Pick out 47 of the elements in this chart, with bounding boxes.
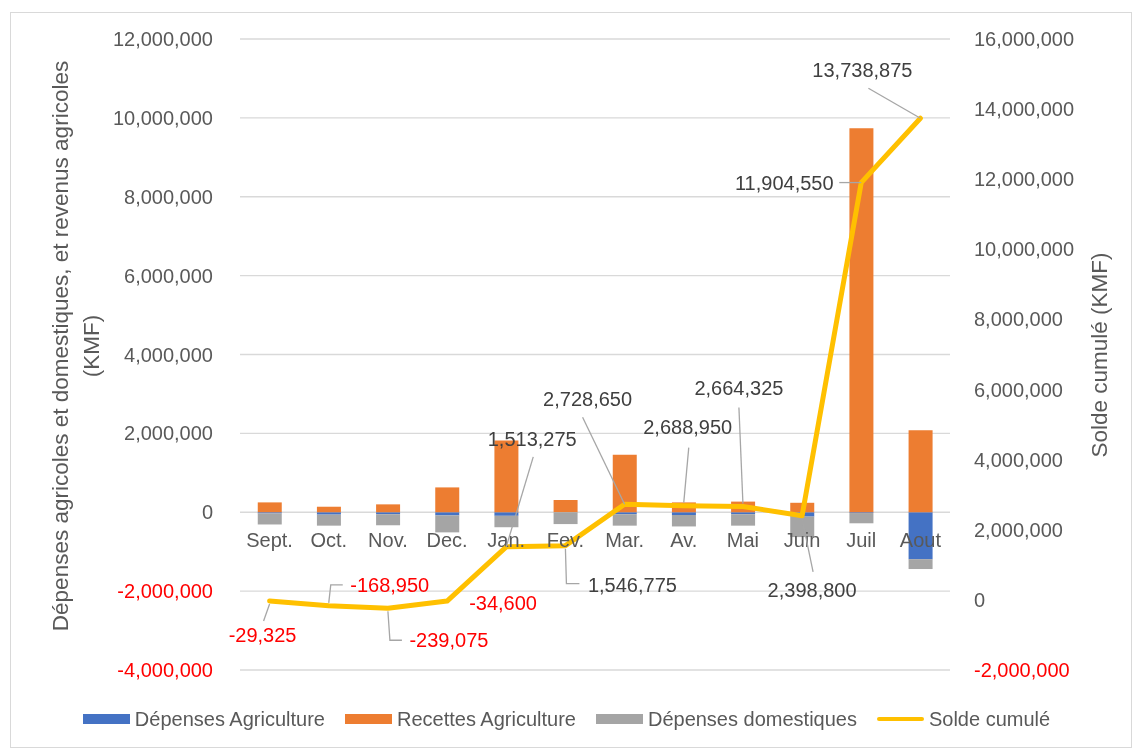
data-label: 1,513,275 <box>487 427 577 450</box>
y-tick-label: 12,000,000 <box>112 28 213 50</box>
data-label: -34,600 <box>469 592 538 615</box>
x-tick-label: Sept. <box>246 529 293 552</box>
y2-tick-label: 4,000,000 <box>974 448 1063 471</box>
y2-tick-label: 14,000,000 <box>974 98 1075 121</box>
data-label: 2,688,950 <box>643 415 733 438</box>
legend-label: Dépenses Agriculture <box>134 707 325 731</box>
y-tick-label: 0 <box>201 501 213 524</box>
data-label: 1,546,775 <box>587 573 677 596</box>
data-label: 2,664,325 <box>694 377 784 400</box>
data-label: -29,325 <box>228 623 297 646</box>
y-tick-label: 4,000,000 <box>124 343 213 366</box>
y-tick-label: 10,000,000 <box>112 106 213 129</box>
x-tick-label: Juin <box>783 529 821 552</box>
y2-tick-label: 16,000,000 <box>974 28 1075 50</box>
y2-tick-label: 8,000,000 <box>974 308 1063 331</box>
legend-label: Dépenses domestiques <box>647 707 857 731</box>
y2-tick-label: 6,000,000 <box>974 378 1063 401</box>
y-tick-label: 6,000,000 <box>124 264 213 287</box>
x-tick-label: Jan. <box>487 529 526 552</box>
y-tick-label: 2,000,000 <box>124 422 213 445</box>
y2-tick-label: -2,000,000 <box>974 659 1070 681</box>
x-tick-label: Mar. <box>605 529 645 552</box>
data-label: 2,728,650 <box>543 388 633 411</box>
y2-axis-title: Solde cumulé (KMF) <box>1087 252 1113 458</box>
legend-label: Solde cumulé <box>928 707 1051 731</box>
x-tick-label: Mai <box>726 529 760 552</box>
y-tick-label: -4,000,000 <box>117 659 213 681</box>
y2-tick-label: 10,000,000 <box>974 238 1075 261</box>
data-label: 13,738,875 <box>812 59 913 82</box>
y2-tick-label: 2,000,000 <box>974 518 1063 541</box>
y-tick-label: -2,000,000 <box>117 580 213 603</box>
y-axis-title: Dépenses agricoles et domestiques, et revenus agricoles (KMF) <box>47 59 105 634</box>
y2-tick-label: 0 <box>974 588 986 611</box>
x-tick-label: Oct. <box>310 529 348 552</box>
y2-tick-label: 12,000,000 <box>974 168 1075 191</box>
data-label: -239,075 <box>409 629 489 652</box>
data-label: -168,950 <box>350 573 430 596</box>
x-tick-label: Dec. <box>426 529 468 552</box>
x-tick-label: Av. <box>670 529 698 552</box>
y-tick-label: 8,000,000 <box>124 185 213 208</box>
legend-label: Recettes Agriculture <box>396 707 576 731</box>
x-tick-label: Juil <box>846 529 877 552</box>
x-tick-label: Nov. <box>368 529 408 552</box>
data-label: 2,398,800 <box>767 578 857 601</box>
data-label: 11,904,550 <box>734 171 834 194</box>
